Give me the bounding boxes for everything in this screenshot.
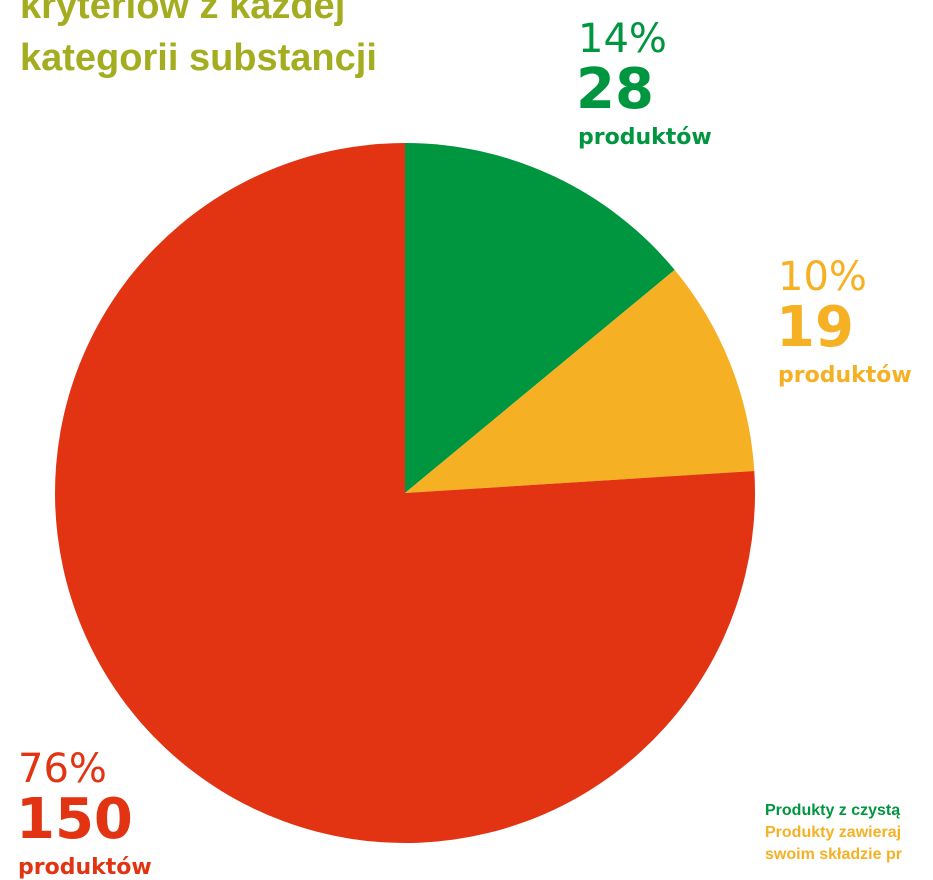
chart-title: kryteriów z każdej: [20, 0, 345, 27]
slice-count: 150: [16, 787, 133, 852]
legend-text: swoim składzie pr: [765, 846, 902, 863]
pie-slice: [405, 143, 675, 493]
legend-text: Produkty zawieraj: [765, 824, 901, 841]
slice-unit: produktów: [778, 363, 912, 388]
chart-title: kategorii substancji: [20, 37, 377, 79]
slice-unit: produktów: [18, 855, 152, 880]
slice-percent: 14%: [578, 16, 667, 62]
pie-slice: [54, 143, 756, 843]
pie-slice: [405, 269, 755, 493]
slice-count: 19: [776, 295, 854, 360]
slice-count: 28: [576, 57, 654, 122]
slice-unit: produktów: [578, 125, 712, 150]
slice-percent: 76%: [18, 746, 107, 792]
legend-text: Produkty z czystą: [765, 802, 900, 819]
slice-percent: 10%: [778, 254, 867, 300]
